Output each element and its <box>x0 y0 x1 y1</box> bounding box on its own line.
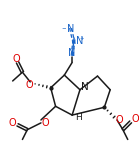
Text: O: O <box>115 115 123 125</box>
Text: $^{-}$: $^{-}$ <box>61 25 67 34</box>
Text: N: N <box>76 36 83 46</box>
Text: O: O <box>25 80 33 90</box>
Text: O: O <box>41 118 49 128</box>
Text: $^{+}$: $^{+}$ <box>79 35 85 45</box>
Text: N: N <box>69 48 76 58</box>
Text: O: O <box>13 54 20 64</box>
Text: H: H <box>76 113 82 121</box>
Text: N: N <box>68 24 75 34</box>
Text: O: O <box>132 114 139 124</box>
Text: O: O <box>9 118 17 128</box>
Text: N: N <box>81 82 89 92</box>
